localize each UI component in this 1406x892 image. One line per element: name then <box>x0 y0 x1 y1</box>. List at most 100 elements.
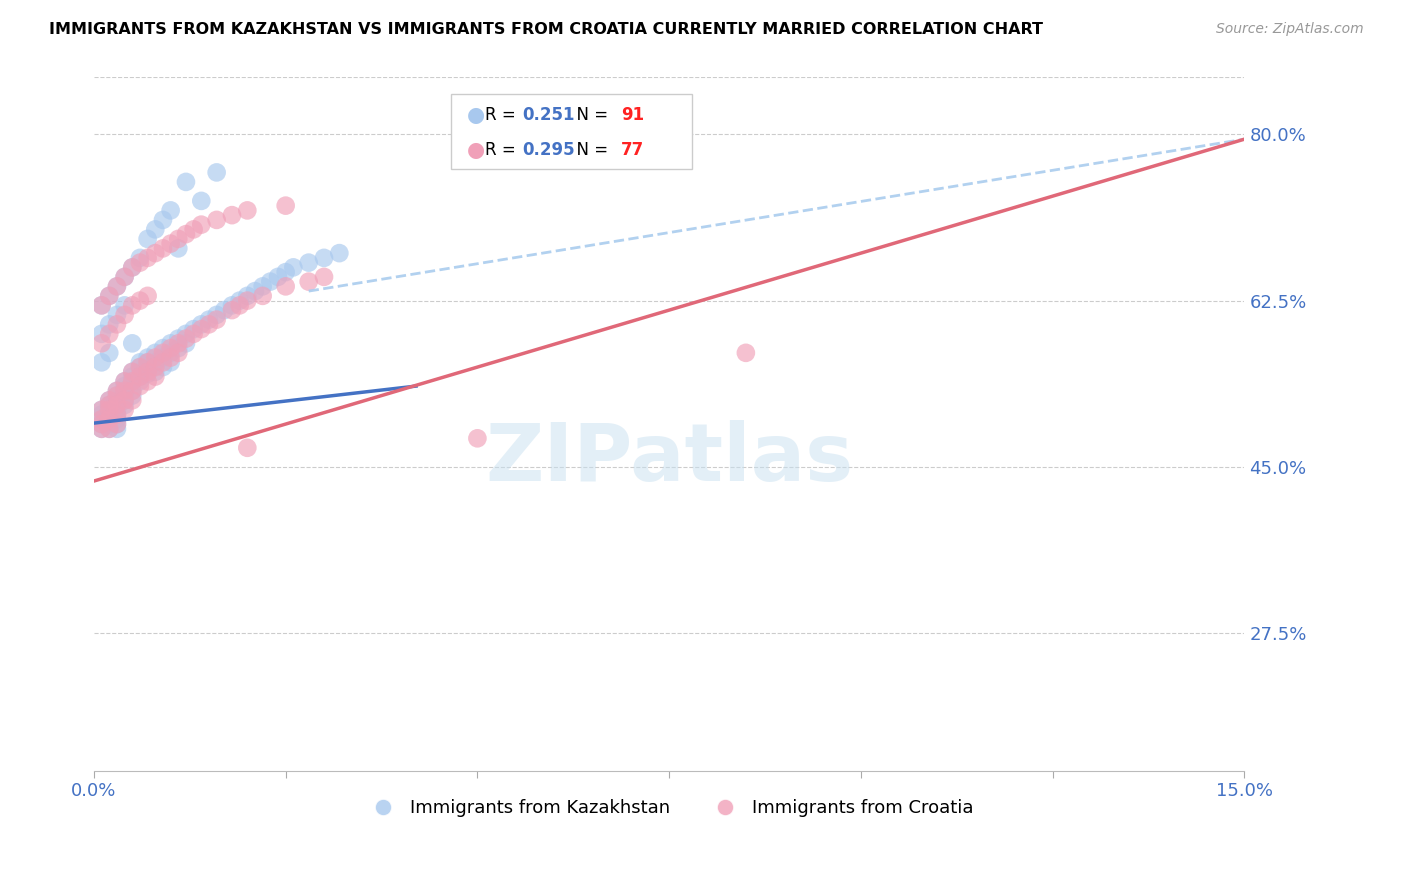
Point <box>298 255 321 269</box>
Point <box>283 260 305 275</box>
Point <box>114 393 136 408</box>
Point <box>114 379 136 393</box>
Point <box>328 246 350 260</box>
Point <box>105 398 128 412</box>
Point <box>252 289 274 303</box>
Point <box>98 398 121 412</box>
Point <box>129 293 152 308</box>
Point <box>90 298 112 312</box>
Point <box>214 303 236 318</box>
Point <box>98 412 121 426</box>
Point <box>152 346 174 360</box>
Point <box>312 269 335 284</box>
Point <box>98 393 121 408</box>
Point <box>90 412 112 426</box>
Point <box>136 351 159 365</box>
Point <box>129 251 152 265</box>
Point <box>114 375 136 389</box>
Point <box>98 402 121 417</box>
Point <box>205 308 228 322</box>
Point <box>98 402 121 417</box>
Point <box>167 241 190 255</box>
Point <box>98 393 121 408</box>
Point <box>90 422 112 436</box>
Point <box>105 393 128 408</box>
Point <box>167 232 190 246</box>
Point <box>121 369 143 384</box>
Point <box>105 388 128 402</box>
Point <box>243 284 266 298</box>
Text: ●: ● <box>467 139 485 160</box>
Point <box>174 175 197 189</box>
Point <box>136 289 159 303</box>
Text: N =: N = <box>565 106 613 124</box>
Point <box>152 355 174 369</box>
Point <box>274 279 297 293</box>
Point <box>121 393 143 408</box>
Text: R =: R = <box>485 141 522 159</box>
Point <box>221 303 243 318</box>
Point <box>98 289 121 303</box>
Point <box>143 346 166 360</box>
Point <box>121 298 143 312</box>
Point <box>129 360 152 375</box>
Point <box>129 369 152 384</box>
Point <box>252 279 274 293</box>
Point <box>205 312 228 326</box>
Point <box>143 246 166 260</box>
Point <box>198 312 221 326</box>
Point <box>136 375 159 389</box>
Point <box>105 417 128 431</box>
Point <box>159 351 181 365</box>
Point <box>105 279 128 293</box>
Text: 77: 77 <box>621 141 644 159</box>
Point <box>114 375 136 389</box>
Point <box>159 341 181 355</box>
Point <box>98 408 121 422</box>
Point <box>98 289 121 303</box>
Point <box>114 384 136 398</box>
Point <box>98 398 121 412</box>
Text: 91: 91 <box>621 106 644 124</box>
Legend: Immigrants from Kazakhstan, Immigrants from Croatia: Immigrants from Kazakhstan, Immigrants f… <box>359 791 980 824</box>
Point <box>129 360 152 375</box>
Point <box>205 165 228 179</box>
Point <box>167 346 190 360</box>
Point <box>90 355 112 369</box>
Point <box>734 346 756 360</box>
Text: 0.295: 0.295 <box>522 141 575 159</box>
Point <box>159 236 181 251</box>
Point <box>190 194 212 208</box>
Point <box>98 398 121 412</box>
Point <box>105 318 128 332</box>
Point <box>121 260 143 275</box>
Point <box>114 298 136 312</box>
Point <box>114 269 136 284</box>
Point <box>129 355 152 369</box>
Point <box>174 332 197 346</box>
Point <box>190 318 212 332</box>
Point <box>143 351 166 365</box>
Point <box>152 360 174 375</box>
Point <box>90 402 112 417</box>
Point <box>90 408 112 422</box>
Point <box>90 298 112 312</box>
Text: ●: ● <box>467 105 485 125</box>
Point <box>114 308 136 322</box>
Point <box>136 232 159 246</box>
Point <box>236 293 259 308</box>
Point <box>228 293 250 308</box>
Point <box>136 355 159 369</box>
Point <box>190 218 212 232</box>
Point <box>114 393 136 408</box>
Point <box>152 241 174 255</box>
Point <box>136 251 159 265</box>
Point <box>105 402 128 417</box>
Point <box>136 360 159 375</box>
Point <box>228 298 250 312</box>
Point <box>190 322 212 336</box>
Point <box>114 269 136 284</box>
Text: 0.251: 0.251 <box>522 106 575 124</box>
Point <box>159 203 181 218</box>
Point <box>121 260 143 275</box>
